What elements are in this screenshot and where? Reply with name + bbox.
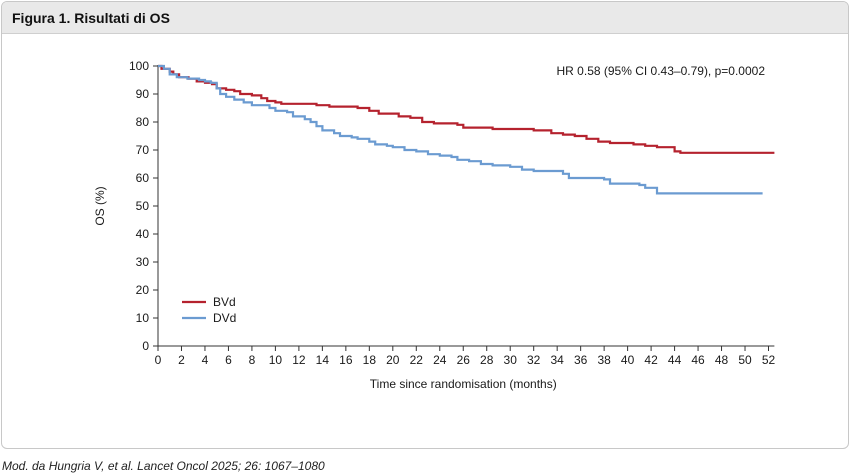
x-tick-label: 0	[155, 353, 162, 367]
y-tick-label: 30	[136, 255, 150, 269]
x-tick-label: 44	[668, 353, 682, 367]
x-tick-label: 40	[621, 353, 635, 367]
y-tick-label: 50	[136, 199, 150, 213]
y-tick-label: 40	[136, 227, 150, 241]
y-tick-label: 60	[136, 171, 150, 185]
x-tick-label: 26	[457, 353, 471, 367]
x-tick-label: 10	[269, 353, 283, 367]
x-tick-label: 30	[504, 353, 518, 367]
series-line-bvd	[158, 64, 775, 154]
x-tick-label: 50	[738, 353, 752, 367]
y-axis-title: OS (%)	[93, 186, 107, 225]
x-tick-label: 22	[410, 353, 424, 367]
x-tick-label: 24	[433, 353, 447, 367]
y-tick-label: 70	[136, 143, 150, 157]
y-tick-label: 90	[136, 87, 150, 101]
x-tick-label: 4	[202, 353, 209, 367]
x-tick-label: 48	[715, 353, 729, 367]
series-line-dvd	[158, 64, 763, 195]
x-tick-label: 28	[480, 353, 494, 367]
x-tick-label: 2	[178, 353, 185, 367]
x-tick-label: 42	[644, 353, 658, 367]
x-tick-label: 38	[597, 353, 611, 367]
y-tick-label: 80	[136, 115, 150, 129]
x-tick-label: 18	[363, 353, 377, 367]
figure-title: Figura 1. Risultati di OS	[2, 2, 848, 34]
x-tick-label: 14	[316, 353, 330, 367]
y-tick-label: 10	[136, 311, 150, 325]
x-tick-label: 34	[550, 353, 564, 367]
y-tick-label: 0	[142, 339, 149, 353]
figure-panel: Figura 1. Risultati di OS	[1, 1, 849, 449]
legend-label-dvd: DVd	[213, 311, 236, 325]
x-tick-label: 52	[762, 353, 776, 367]
x-tick-label: 6	[225, 353, 232, 367]
x-tick-label: 32	[527, 353, 541, 367]
figure-caption: Mod. da Hungria V, et al. Lancet Oncol 2…	[2, 459, 325, 473]
x-tick-label: 36	[574, 353, 588, 367]
x-tick-label: 20	[386, 353, 400, 367]
y-tick-label: 100	[129, 59, 149, 73]
hazard-ratio-annotation: HR 0.58 (95% CI 0.43–0.79), p=0.0002	[557, 64, 766, 78]
x-axis-title: Time since randomisation (months)	[370, 377, 557, 391]
x-tick-label: 16	[339, 353, 353, 367]
legend-label-bvd: BVd	[213, 295, 236, 309]
x-tick-label: 8	[249, 353, 256, 367]
x-tick-label: 46	[691, 353, 705, 367]
x-tick-label: 12	[292, 353, 306, 367]
y-tick-label: 20	[136, 283, 150, 297]
